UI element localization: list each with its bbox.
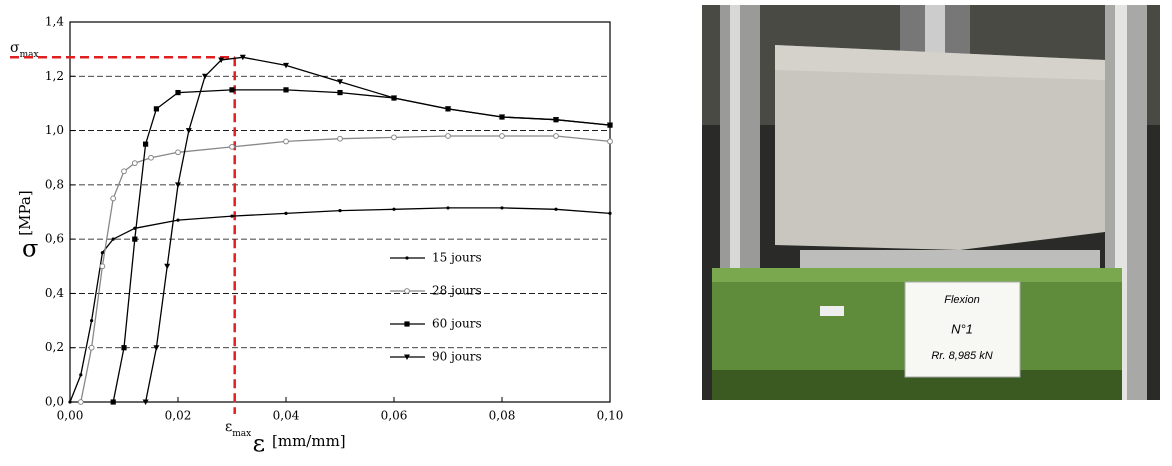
marker	[164, 263, 171, 270]
marker	[445, 133, 451, 139]
marker	[110, 195, 117, 202]
x-tick-label: 0,08	[489, 409, 516, 423]
x-tick-label: 0,10	[597, 409, 624, 423]
x-tick-label: 0,04	[273, 409, 300, 423]
x-axis-symbol: ε	[253, 430, 265, 458]
legend-marker	[405, 256, 409, 260]
sign-text: Rr. 8,985 kN	[931, 350, 992, 362]
marker	[337, 135, 343, 142]
marker	[553, 117, 559, 123]
marker	[337, 79, 343, 85]
marker	[175, 182, 181, 188]
marker	[239, 54, 246, 61]
marker	[143, 141, 149, 147]
marker	[202, 73, 208, 80]
legend-label: 15 jours	[432, 251, 482, 265]
marker	[68, 400, 72, 404]
marker	[607, 122, 613, 129]
sign-text: N°1	[951, 321, 973, 336]
marker	[153, 345, 160, 351]
marker	[392, 207, 396, 211]
marker	[148, 154, 154, 161]
legend-label: 90 jours	[432, 350, 482, 364]
x-tick-label: 0,02	[165, 409, 192, 423]
marker	[100, 251, 104, 255]
marker	[500, 206, 504, 210]
marker	[229, 87, 235, 93]
marker	[283, 62, 289, 69]
x-axis-unit: [mm/mm]	[272, 432, 346, 450]
y-tick-label: 1,4	[45, 15, 64, 29]
marker	[499, 114, 505, 120]
legend-marker	[404, 321, 410, 327]
legend-marker	[404, 288, 410, 294]
y-tick-label: 0,8	[45, 177, 64, 191]
marker	[337, 89, 343, 96]
sigma-max-symbol: σ	[10, 40, 20, 56]
y-tick-label: 0,0	[45, 395, 64, 409]
marker	[608, 211, 612, 215]
marker	[218, 57, 225, 63]
x-tick-label: 0,00	[57, 409, 84, 423]
x-tick-label: 0,06	[381, 409, 408, 423]
y-tick-label: 0,4	[45, 286, 64, 300]
marker	[338, 209, 342, 213]
sigma-max-sub: max	[20, 50, 39, 60]
marker	[79, 373, 83, 377]
marker	[391, 95, 397, 101]
y-tick-label: 1,0	[45, 123, 64, 137]
legend-label: 28 jours	[432, 284, 482, 298]
series-line	[80, 135, 611, 403]
marker	[175, 149, 181, 156]
y-tick-label: 0,6	[45, 232, 64, 246]
marker	[176, 218, 180, 222]
series-line	[144, 56, 611, 403]
marker	[99, 263, 106, 270]
marker	[553, 133, 559, 139]
y-tick-label: 0,2	[45, 340, 64, 354]
eps-max-label: εmax	[225, 419, 251, 439]
marker	[142, 399, 149, 405]
marker	[111, 237, 115, 241]
marker	[283, 138, 289, 145]
marker	[607, 138, 613, 145]
marker	[132, 236, 138, 242]
marker	[121, 345, 127, 351]
sign-text: Flexion	[944, 294, 979, 306]
marker	[284, 211, 288, 215]
photo: Flexion N°1 Rr. 8,985 kN	[702, 5, 1160, 400]
marker	[185, 128, 192, 134]
marker	[283, 87, 289, 93]
y-axis-symbol: σ	[22, 235, 38, 263]
sigma-max-label: σmax	[10, 40, 39, 60]
y-axis-unit: [MPa]	[16, 190, 34, 235]
marker	[391, 134, 397, 141]
marker	[229, 143, 235, 150]
marker	[121, 168, 127, 175]
marker	[554, 207, 558, 211]
marker	[88, 344, 95, 351]
marker	[90, 318, 94, 323]
eps-max-sub: max	[232, 429, 251, 439]
eps-max-symbol: ε	[225, 419, 232, 435]
marker	[153, 106, 159, 112]
marker	[445, 106, 451, 112]
marker	[175, 89, 181, 96]
legend-marker	[404, 354, 410, 360]
marker	[499, 133, 505, 139]
marker	[131, 160, 138, 167]
marker	[230, 214, 234, 218]
y-tick-label: 1,2	[45, 69, 64, 83]
legend-label: 60 jours	[432, 317, 482, 331]
marker	[446, 206, 450, 210]
marker	[110, 399, 116, 405]
marker	[77, 399, 84, 405]
